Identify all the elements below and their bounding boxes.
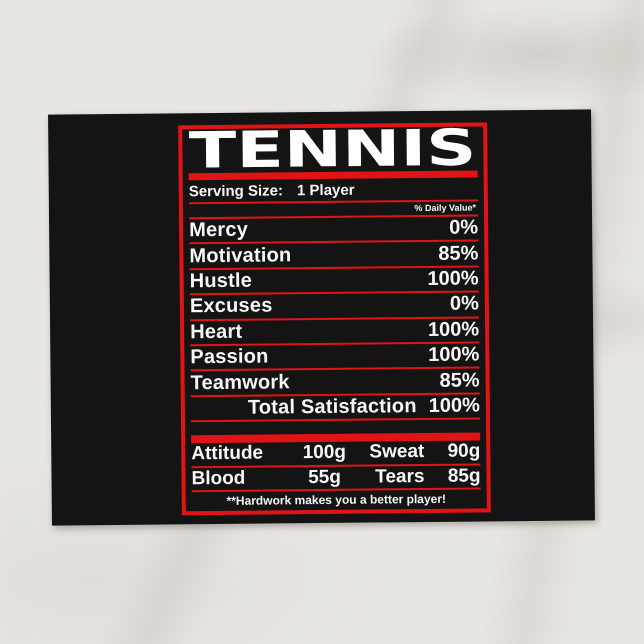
mineral-name: Sweat: [369, 441, 425, 463]
stat-value: 0%: [449, 216, 479, 239]
stat-value: 85%: [438, 242, 479, 265]
stat-row: Hustle 100%: [189, 267, 479, 296]
mineral-value: 100g: [302, 442, 347, 464]
stat-value: 100%: [427, 318, 480, 341]
postcard: TENNIS Serving Size: 1 Player % Daily Val…: [48, 109, 595, 526]
stat-row: Excuses 0%: [189, 292, 480, 321]
stat-row: Teamwork 85%: [190, 368, 480, 397]
stat-value: 85%: [439, 369, 480, 392]
stat-row: Passion 100%: [190, 343, 480, 372]
mineral-name: Tears: [375, 465, 425, 488]
stat-name: Teamwork: [190, 370, 290, 394]
mineral-value: 85g: [447, 465, 481, 487]
stat-value: 100%: [428, 394, 480, 417]
stat-row: Motivation 85%: [189, 241, 479, 271]
stat-row: Heart 100%: [190, 318, 480, 347]
footnote: **Hardwork makes you a better player!: [226, 491, 447, 508]
nutrition-facts-label: TENNIS Serving Size: 1 Player % Daily Val…: [178, 118, 491, 516]
stat-value: 100%: [427, 267, 479, 290]
stat-name: Mercy: [189, 218, 249, 242]
mineral-value: 55g: [308, 466, 342, 488]
serving-size-value: 1 Player: [296, 181, 355, 200]
mineral-row: Attitude 100g Sweat 90g: [191, 440, 481, 468]
stat-row-total-satisfaction: Total Satisfaction 100%: [190, 394, 480, 423]
mineral-row: Blood 55g Tears 85g: [191, 465, 481, 493]
mineral-name: Attitude: [191, 442, 264, 465]
stat-name: Hustle: [189, 269, 253, 293]
stat-value: 0%: [449, 292, 479, 316]
stat-name: Passion: [190, 345, 269, 369]
stat-value: 100%: [428, 343, 480, 367]
label-title: TENNIS: [188, 118, 477, 180]
mineral-value: 90g: [447, 440, 481, 463]
serving-size-label: Serving Size:: [188, 182, 284, 201]
mineral-name: Blood: [191, 467, 246, 490]
stat-name: Excuses: [189, 294, 273, 318]
stat-row: Mercy 0%: [189, 216, 479, 245]
stat-rows: Mercy 0% Motivation 85% Hustle 100% Excu…: [189, 216, 480, 423]
serving-size-row: Serving Size: 1 Player: [189, 179, 478, 202]
stat-name: Heart: [190, 320, 243, 344]
stat-name: Total Satisfaction: [247, 395, 417, 419]
stat-name: Motivation: [189, 243, 292, 267]
label-title-text: TENNIS: [188, 118, 477, 180]
